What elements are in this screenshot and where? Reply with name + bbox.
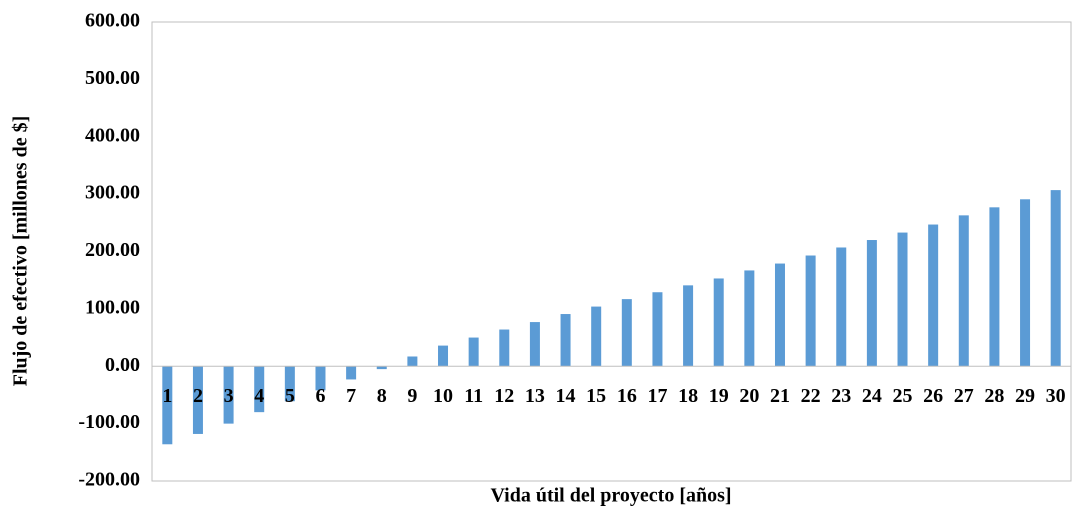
x-tick-label: 11	[464, 385, 483, 407]
bar	[621, 299, 632, 367]
x-tick-label: 16	[617, 385, 637, 407]
y-axis-label: Flujo de efectivo [millones de $]	[10, 116, 32, 387]
x-tick-label: 9	[407, 385, 417, 407]
x-axis-label: Vida útil del proyecto [años]	[490, 485, 731, 507]
bar	[223, 366, 234, 424]
bar	[315, 366, 326, 391]
bar	[162, 366, 173, 445]
x-tick-label: 8	[377, 385, 387, 407]
bar	[652, 292, 663, 367]
y-tick-label: -100.00	[78, 411, 140, 433]
bar	[744, 270, 755, 367]
bar	[468, 337, 479, 367]
bar	[499, 329, 510, 367]
x-tick-label: 6	[315, 385, 325, 407]
plot-frame	[151, 21, 1072, 482]
bar	[1020, 199, 1031, 367]
x-tick-label: 29	[1015, 385, 1035, 407]
x-tick-label: 5	[285, 385, 295, 407]
x-tick-label: 25	[893, 385, 913, 407]
y-tick-label: 400.00	[85, 124, 140, 146]
bar	[192, 366, 203, 434]
y-tick-label: -200.00	[78, 469, 140, 491]
bar	[591, 306, 602, 367]
x-tick-label: 18	[678, 385, 698, 407]
x-tick-label: 15	[586, 385, 606, 407]
bar	[1050, 190, 1061, 367]
x-tick-label: 17	[647, 385, 667, 407]
y-tick-label: 0.00	[105, 354, 140, 376]
x-tick-label: 4	[254, 385, 264, 407]
bar	[989, 207, 1000, 367]
x-tick-label: 19	[709, 385, 729, 407]
x-tick-label: 28	[984, 385, 1004, 407]
bar	[774, 263, 785, 367]
bar	[805, 255, 816, 367]
bar	[866, 240, 877, 367]
bar	[958, 215, 969, 367]
x-tick-label: 20	[739, 385, 759, 407]
bar	[560, 314, 571, 367]
x-tick-label: 12	[494, 385, 514, 407]
y-tick-label: 600.00	[85, 10, 140, 32]
bar	[407, 356, 418, 367]
x-tick-label: 22	[801, 385, 821, 407]
x-tick-label: 3	[224, 385, 234, 407]
bar	[836, 247, 847, 367]
x-tick-label: 24	[862, 385, 882, 407]
x-tick-label: 10	[433, 385, 453, 407]
y-tick-label: 300.00	[85, 182, 140, 204]
y-tick-label: 100.00	[85, 296, 140, 318]
x-tick-label: 27	[954, 385, 974, 407]
bar	[713, 278, 724, 367]
bar	[529, 322, 540, 367]
x-tick-label: 14	[556, 385, 576, 407]
bar	[254, 366, 265, 413]
bar	[897, 232, 908, 367]
bar	[438, 345, 449, 367]
x-tick-label: 30	[1046, 385, 1066, 407]
x-tick-label: 13	[525, 385, 545, 407]
bar	[346, 366, 357, 380]
bar	[376, 366, 387, 370]
x-tick-label: 1	[162, 385, 172, 407]
x-tick-label: 23	[831, 385, 851, 407]
x-tick-label: 2	[193, 385, 203, 407]
bar	[284, 366, 295, 402]
x-tick-label: 26	[923, 385, 943, 407]
bar	[683, 285, 694, 367]
x-tick-label: 7	[346, 385, 356, 407]
bar	[928, 224, 939, 367]
x-tick-label: 21	[770, 385, 790, 407]
y-tick-label: 200.00	[85, 239, 140, 261]
y-tick-label: 500.00	[85, 67, 140, 89]
